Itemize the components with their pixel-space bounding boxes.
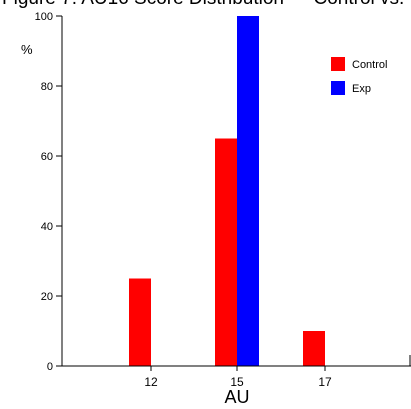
y-tick-label-20: 20 — [41, 291, 53, 303]
y-axis-title: % — [21, 42, 33, 57]
bars-group — [129, 16, 325, 366]
y-axis-ticks: 0 20 40 60 80 100 — [35, 11, 62, 373]
legend-label-control: Control — [352, 59, 387, 71]
bar-control-17 — [303, 331, 325, 366]
legend-label-exp: Exp — [352, 83, 371, 95]
figure-title: Figure 7. AU16 Score Distribution — Cont… — [2, 0, 411, 10]
bar-exp-15 — [237, 16, 259, 366]
legend: Control Exp — [331, 57, 387, 95]
x-axis-title: AU — [224, 387, 249, 407]
x-axis-ticks: 12 15 17 — [144, 366, 332, 389]
x-tick-label-15: 15 — [230, 375, 244, 389]
x-tick-label-12: 12 — [144, 375, 158, 389]
y-tick-label-0: 0 — [47, 361, 53, 373]
bar-control-15 — [215, 138, 237, 366]
x-tick-label-17: 17 — [318, 375, 332, 389]
y-tick-label-40: 40 — [41, 221, 53, 233]
legend-swatch-control — [331, 57, 345, 71]
y-tick-label-60: 60 — [41, 151, 53, 163]
bar-control-12 — [129, 278, 151, 366]
y-tick-label-100: 100 — [35, 11, 53, 23]
y-tick-label-80: 80 — [41, 81, 53, 93]
legend-swatch-exp — [331, 81, 345, 95]
